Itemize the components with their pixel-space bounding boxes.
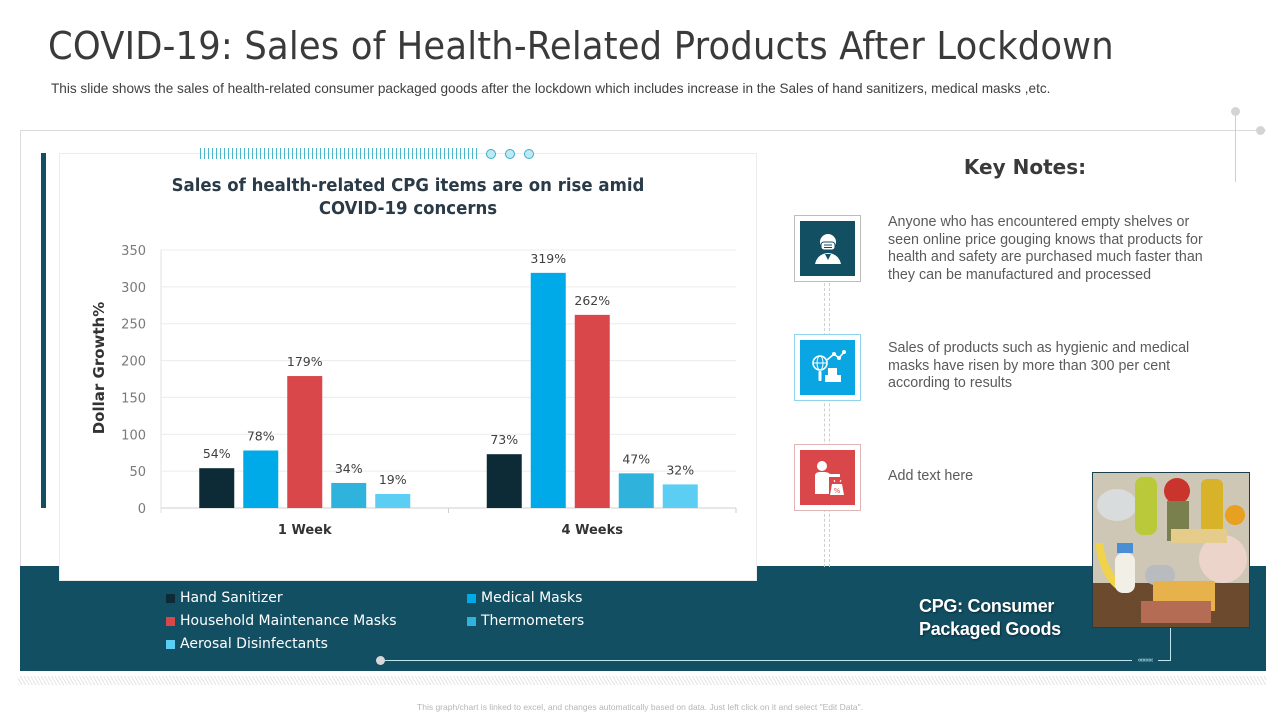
legend-label: Thermometers (481, 613, 585, 629)
legend-label: Medical Masks (481, 590, 583, 606)
bar (199, 468, 235, 508)
slide-title: COVID-19: Sales of Health-Related Produc… (48, 24, 1114, 68)
bar (375, 493, 411, 508)
y-tick-label: 0 (138, 502, 146, 517)
x-category-label: 4 Weeks (562, 523, 624, 538)
hatch-divider (18, 676, 1266, 685)
dot-decoration (524, 149, 534, 159)
cpg-label: CPG: Consumer Packaged Goods (919, 595, 1061, 641)
bars (199, 272, 698, 508)
legend-item: Hand Sanitizer (166, 590, 283, 606)
note-text-2: Sales of products such as hygienic and m… (888, 340, 1190, 392)
chart-title-line-1: Sales of health-related CPG items are on… (171, 175, 645, 196)
corner-decoration-dot (1256, 126, 1265, 135)
ticks-decoration (200, 148, 480, 159)
data-label: 179% (287, 354, 323, 369)
salesperson-discount-icon: % (800, 450, 855, 505)
band-decoration-connector (1170, 628, 1171, 661)
note-icon-box-3: % (794, 444, 861, 511)
y-tick-label: 200 (121, 355, 146, 370)
bar (574, 314, 610, 508)
data-label: 73% (490, 432, 518, 447)
key-notes-title: Key Notes: (963, 155, 1087, 179)
legend-swatch (467, 593, 476, 603)
bar (287, 376, 323, 508)
data-label: 262% (574, 293, 610, 308)
y-tick-label: 100 (121, 428, 146, 443)
groceries-photo (1092, 472, 1250, 628)
legend-item: Aerosal Disinfectants (166, 636, 328, 652)
legend-swatch (467, 616, 476, 626)
bar (530, 272, 566, 508)
legend-label: Household Maintenance Masks (180, 613, 397, 629)
masked-person-icon (800, 221, 855, 276)
legend-label: Hand Sanitizer (180, 590, 283, 606)
legend-swatch (166, 593, 175, 603)
footnote: This graph/chart is linked to excel, and… (417, 702, 863, 712)
slide-subtitle: This slide shows the sales of health-rel… (51, 80, 1051, 96)
bar (331, 482, 367, 508)
data-label: 319% (530, 251, 566, 266)
cpg-label-line-2: Packaged Goods (919, 619, 1061, 639)
data-label: 32% (666, 462, 694, 477)
note-icon-box-2 (794, 334, 861, 401)
global-market-analysis-icon (800, 340, 855, 395)
note-text-3[interactable]: Add text here (888, 468, 974, 484)
timeline-connector (824, 283, 830, 567)
bar (243, 450, 279, 508)
data-label: 19% (379, 472, 407, 487)
bar (662, 484, 698, 508)
legend-swatch (166, 616, 175, 626)
bottom-band (20, 566, 1266, 671)
left-accent-bar (41, 153, 46, 508)
bar-chart[interactable]: 0 50 100 150 200 250 300 350 1 Week 4 Weeks 54% 78… (60, 230, 756, 550)
y-tick-label: 50 (129, 465, 146, 480)
axes: 0 50 100 150 200 250 300 350 1 Week 4 Weeks (121, 244, 737, 538)
data-label: 47% (622, 451, 650, 466)
bar (618, 473, 654, 508)
band-decoration-dot (376, 656, 385, 665)
note-icon-box-1 (794, 215, 861, 282)
legend-item: Medical Masks (467, 590, 582, 606)
chart-card[interactable] (59, 153, 757, 581)
bar (486, 454, 522, 508)
svg-text:%: % (833, 487, 840, 495)
chart-title-line-2: COVID-19 concerns (318, 198, 498, 219)
y-tick-label: 350 (121, 244, 146, 259)
dot-decoration (505, 149, 515, 159)
corner-decoration-line (1235, 110, 1236, 182)
legend-swatch (166, 639, 175, 649)
y-tick-label: 250 (121, 318, 146, 333)
data-label: 78% (247, 429, 275, 444)
dot-decoration (486, 149, 496, 159)
band-decoration-chevrons: ««««« (1132, 656, 1158, 665)
y-tick-label: 300 (121, 281, 146, 296)
legend-item: Thermometers (467, 613, 584, 629)
data-labels: 54% 78% 179% 34% 19% 73% 319% 262% 47% 32% (203, 251, 694, 487)
corner-decoration-dot (1231, 107, 1240, 116)
legend-item: Household Maintenance Masks (166, 613, 397, 629)
y-axis-label: Dollar Growth% (90, 302, 108, 435)
note-text-1: Anyone who has encountered empty shelves… (888, 214, 1203, 284)
data-label: 34% (335, 461, 363, 476)
data-label: 54% (203, 446, 231, 461)
x-category-label: 1 Week (278, 523, 332, 538)
chart-title: Sales of health-related CPG items are on… (88, 174, 728, 220)
y-tick-label: 150 (121, 391, 146, 406)
cpg-label-line-1: CPG: Consumer (919, 596, 1055, 616)
legend-label: Aerosal Disinfectants (180, 636, 328, 652)
band-decoration-line (381, 660, 1171, 661)
